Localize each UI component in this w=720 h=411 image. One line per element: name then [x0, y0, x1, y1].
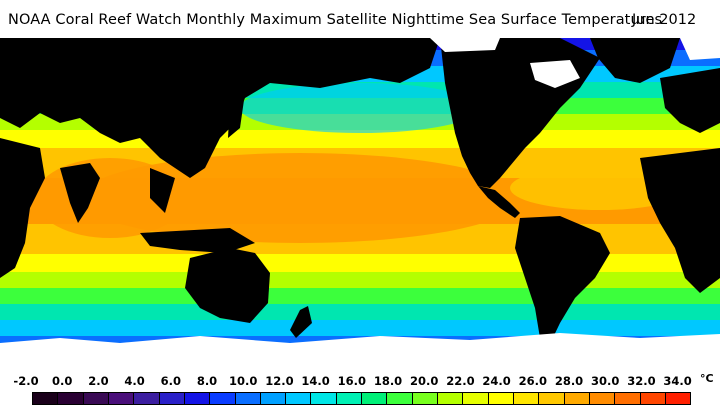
colorbar-cell: [134, 393, 160, 404]
colorbar-cell: [108, 393, 135, 404]
colorbar-cell: [210, 393, 236, 404]
land-indonesia: [140, 228, 255, 253]
colorbar-tick-label: 12.0: [265, 374, 294, 388]
colorbar-cell: [235, 393, 261, 404]
colorbar-tick-label: -2.0: [13, 374, 39, 388]
colorbar-tick-label: 16.0: [337, 374, 366, 388]
land-central-america: [478, 186, 520, 218]
colorbar-cell: [260, 393, 287, 404]
colorbar-cell: [83, 393, 109, 404]
map-title: NOAA Coral Reef Watch Monthly Maximum Sa…: [8, 12, 663, 28]
land-greenland: [590, 38, 680, 83]
antarctic-ice: [0, 333, 720, 368]
colorbar-cell: [159, 393, 185, 404]
land-india: [60, 163, 100, 223]
colorbar-tick-label: 18.0: [373, 374, 403, 388]
colorbar-cell: [387, 393, 413, 404]
colorbar-cell: [362, 393, 388, 404]
colorbar-tick-label: 22.0: [446, 374, 475, 388]
north-pacific-cool-region: [240, 83, 480, 133]
land-southeast-asia: [150, 168, 175, 213]
colorbar-cell: [336, 393, 363, 404]
colorbar-unit: °C: [700, 372, 714, 385]
colorbar-cell: [33, 393, 59, 404]
colorbar-cell: [58, 393, 84, 404]
colorbar-cell: [564, 393, 590, 404]
land-eurasia: [0, 38, 440, 178]
colorbar-cell: [438, 393, 464, 404]
land-australia: [185, 248, 270, 323]
date-label: Jun 2012: [632, 12, 697, 28]
land-japan: [228, 93, 245, 138]
colorbar-tick-label: 32.0: [627, 374, 656, 388]
colorbar-cell: [513, 393, 540, 404]
arctic-ice-greenland-sea: [680, 38, 720, 60]
arctic-ice-bering: [430, 38, 500, 52]
colorbar-tick-label: 20.0: [410, 374, 439, 388]
colorbar-tick-labels: -2.0 0.0 2.0 4.0 6.0 8.0 10.0 12.0 14.0 16.0 18.0 2…: [0, 374, 720, 390]
colorbar-cell: [412, 393, 438, 404]
colorbar-cell: [539, 393, 565, 404]
land-africa-east: [640, 148, 720, 293]
colorbar-tick-label: 2.0: [88, 374, 109, 388]
colorbar: [32, 392, 691, 405]
colorbar-cell: [463, 393, 489, 404]
land-south-america: [515, 216, 610, 348]
colorbar-tick-label: 0.0: [52, 374, 73, 388]
land-new-zealand: [290, 306, 312, 338]
colorbar-tick-label: 8.0: [196, 374, 218, 388]
colorbar-tick-label: 26.0: [518, 374, 547, 388]
sst-map-svg: [0, 38, 720, 368]
colorbar-cell: [488, 393, 514, 404]
colorbar-tick-label: 10.0: [229, 374, 258, 388]
sea-ice: [0, 38, 720, 368]
colorbar-cell: [615, 393, 641, 404]
colorbar-tick-label: 24.0: [482, 374, 511, 388]
colorbar-cell: [640, 393, 666, 404]
colorbar-cell: [286, 393, 312, 404]
colorbar-cell: [589, 393, 616, 404]
colorbar-cell: [184, 393, 211, 404]
land-africa: [0, 138, 45, 278]
colorbar-tick-label: 34.0: [663, 374, 692, 388]
arctic-ice-hudson: [530, 60, 580, 88]
colorbar-tick-label: 6.0: [160, 374, 181, 388]
colorbar-cell: [311, 393, 337, 404]
colorbar-tick-label: 28.0: [554, 374, 584, 388]
land-europe: [660, 68, 720, 133]
colorbar-tick-label: 14.0: [301, 374, 330, 388]
colorbar-tick-label: 30.0: [591, 374, 620, 388]
sst-world-map: [0, 38, 720, 368]
colorbar-cell: [665, 393, 691, 404]
colorbar-tick-label: 4.0: [124, 374, 145, 388]
